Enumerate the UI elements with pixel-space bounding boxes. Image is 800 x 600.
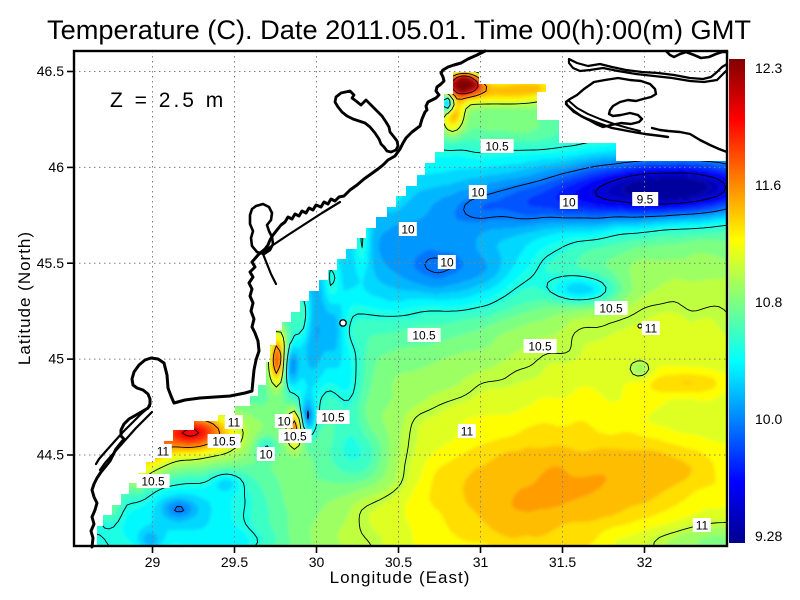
svg-text:Longitude (East): Longitude (East) — [330, 568, 471, 587]
svg-text:46: 46 — [48, 159, 64, 175]
svg-text:10: 10 — [471, 186, 485, 200]
svg-text:30: 30 — [309, 554, 325, 570]
svg-text:10: 10 — [562, 196, 576, 210]
svg-text:11: 11 — [228, 416, 241, 430]
svg-text:10.5: 10.5 — [412, 329, 436, 343]
svg-text:32: 32 — [637, 554, 653, 570]
svg-text:11.6: 11.6 — [755, 177, 781, 193]
svg-text:10: 10 — [440, 256, 454, 270]
svg-text:10: 10 — [259, 448, 273, 462]
svg-text:11: 11 — [461, 425, 474, 439]
svg-text:44.5: 44.5 — [37, 447, 64, 463]
svg-text:29: 29 — [145, 554, 161, 570]
svg-text:11: 11 — [157, 445, 170, 459]
svg-text:9.28: 9.28 — [755, 528, 782, 544]
svg-text:45.5: 45.5 — [37, 255, 64, 271]
svg-text:11: 11 — [645, 322, 658, 336]
svg-text:10.5: 10.5 — [599, 302, 623, 316]
svg-text:31.5: 31.5 — [549, 554, 576, 570]
svg-text:46.5: 46.5 — [37, 63, 64, 79]
svg-text:11: 11 — [696, 519, 709, 533]
svg-text:12.3: 12.3 — [755, 60, 782, 76]
svg-text:10.0: 10.0 — [755, 411, 782, 427]
svg-text:10.5: 10.5 — [212, 435, 236, 449]
svg-text:29.5: 29.5 — [221, 554, 248, 570]
svg-text:10: 10 — [401, 223, 415, 237]
svg-text:10.8: 10.8 — [755, 294, 782, 310]
svg-text:31: 31 — [473, 554, 489, 570]
svg-text:10.5: 10.5 — [485, 140, 509, 154]
svg-text:30.5: 30.5 — [385, 554, 412, 570]
svg-text:45: 45 — [48, 351, 64, 367]
svg-text:Temperature (C). Date 2011.05.: Temperature (C). Date 2011.05.01. Time 0… — [47, 15, 751, 45]
svg-text:10.5: 10.5 — [321, 411, 345, 425]
svg-text:Z = 2.5 m: Z = 2.5 m — [110, 89, 226, 112]
svg-text:9.5: 9.5 — [637, 193, 654, 207]
svg-text:10.5: 10.5 — [528, 340, 552, 354]
svg-text:10: 10 — [277, 415, 291, 429]
svg-text:Latitude (North): Latitude (North) — [15, 231, 34, 365]
svg-text:10.5: 10.5 — [141, 475, 165, 489]
svg-text:10.5: 10.5 — [283, 430, 307, 444]
